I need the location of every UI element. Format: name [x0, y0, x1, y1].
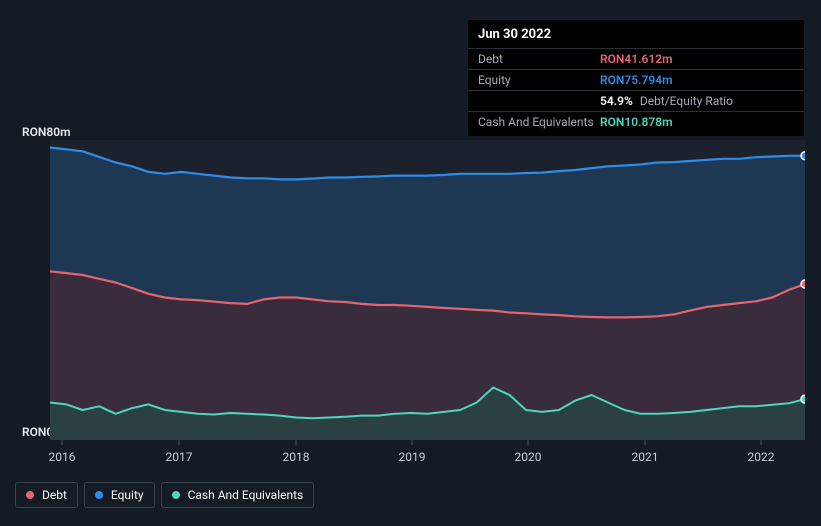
tooltip-row-ratio: 54.9% Debt/Equity Ratio — [468, 91, 804, 112]
chart-svg — [15, 120, 805, 460]
tooltip-value: 54.9% Debt/Equity Ratio — [600, 94, 733, 108]
tooltip-value-num: 54.9% — [600, 94, 633, 108]
legend-item-debt[interactable]: Debt — [15, 482, 78, 508]
x-axis-labels: 2016 2017 2018 2019 2020 2021 2022 — [15, 450, 805, 468]
tooltip-value: RON75.794m — [600, 73, 673, 87]
legend-dot-icon — [172, 491, 180, 499]
x-axis-tick-label: 2021 — [632, 450, 659, 464]
legend-dot-icon — [26, 491, 34, 499]
x-axis-tick-label: 2020 — [515, 450, 542, 464]
legend-label: Debt — [42, 488, 67, 502]
x-axis-tick-label: 2016 — [49, 450, 76, 464]
legend-dot-icon — [95, 491, 103, 499]
x-axis-tick-label: 2019 — [399, 450, 426, 464]
tooltip-row-equity: Equity RON75.794m — [468, 70, 804, 91]
legend: Debt Equity Cash And Equivalents — [15, 482, 314, 508]
x-axis-tick-label: 2018 — [283, 450, 310, 464]
chart-tooltip: Jun 30 2022 Debt RON41.612m Equity RON75… — [468, 20, 804, 136]
tooltip-key: Debt — [478, 52, 600, 66]
tooltip-key — [478, 94, 600, 108]
tooltip-value: RON41.612m — [600, 52, 673, 66]
tooltip-key: Equity — [478, 73, 600, 87]
legend-item-equity[interactable]: Equity — [84, 482, 155, 508]
x-axis-tick-label: 2017 — [166, 450, 193, 464]
tooltip-row-debt: Debt RON41.612m — [468, 49, 804, 70]
legend-item-cash-and-equivalents[interactable]: Cash And Equivalents — [161, 482, 315, 508]
debt-equity-cash-area-chart — [15, 120, 805, 460]
tooltip-value-suffix: Debt/Equity Ratio — [640, 94, 733, 108]
legend-label: Equity — [111, 488, 144, 502]
tooltip-date: Jun 30 2022 — [468, 24, 804, 49]
legend-label: Cash And Equivalents — [188, 488, 304, 502]
x-axis-tick-label: 2022 — [748, 450, 775, 464]
